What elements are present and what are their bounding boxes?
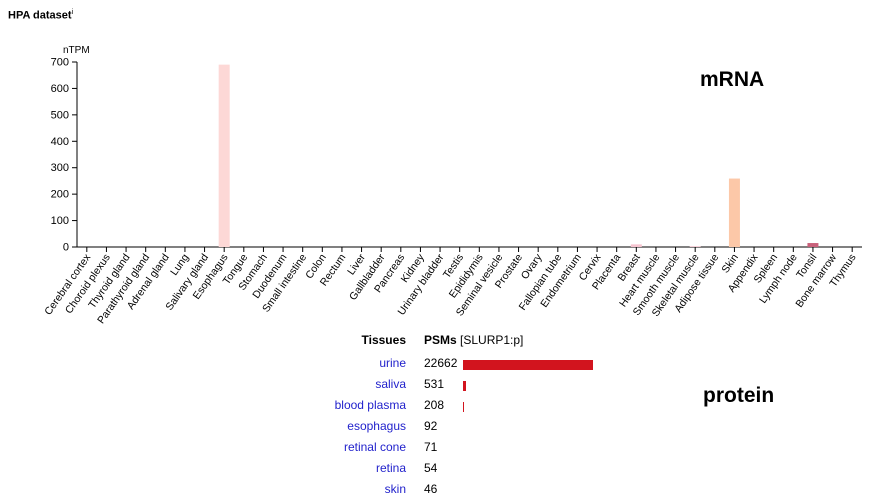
psms-column-header: PSMs [SLURP1:p] (424, 333, 523, 351)
y-tick-label: 500 (51, 109, 69, 121)
bar-tonsil (807, 243, 819, 247)
bar-skin (728, 178, 740, 247)
tissue-link[interactable]: skin (384, 482, 406, 496)
tissue-link[interactable]: retina (375, 461, 406, 475)
psm-count: 71 (424, 440, 438, 454)
protein-row: retinal cone 71 (300, 440, 640, 458)
psm-bar (463, 360, 593, 370)
psm-bar (463, 402, 465, 412)
psms-header-unit: [SLURP1:p] (460, 333, 524, 347)
y-tick-label: 0 (63, 242, 69, 254)
tissue-link[interactable]: saliva (375, 377, 406, 391)
psm-count: 208 (424, 398, 445, 412)
bar-skeletal-muscle (689, 246, 701, 247)
dataset-title: HPA dataseti (8, 9, 73, 22)
y-tick-label: 300 (51, 162, 69, 174)
y-tick-label: 100 (51, 215, 69, 227)
y-tick-label: 400 (51, 136, 69, 148)
psm-count: 531 (424, 377, 445, 391)
y-tick-label: 600 (51, 83, 69, 95)
protein-row: retina 54 (300, 461, 640, 479)
info-icon[interactable]: i (71, 9, 74, 16)
bar-esophagus (218, 64, 230, 248)
tissue-link[interactable]: esophagus (347, 419, 406, 433)
protein-label: protein (703, 384, 775, 407)
y-tick-label: 200 (51, 189, 69, 201)
tissue-link[interactable]: blood plasma (334, 398, 406, 412)
y-tick-label: 700 (51, 57, 69, 69)
mrna-label: mRNA (700, 68, 765, 91)
protein-row: urine 22662 (300, 356, 640, 374)
tissue-link[interactable]: retinal cone (343, 440, 406, 454)
protein-row: saliva 531 (300, 377, 640, 395)
tissue-link[interactable]: urine (379, 356, 406, 370)
tissues-column-header: Tissues (361, 333, 406, 347)
psm-bar (463, 381, 467, 391)
protein-row: skin 46 (300, 482, 640, 500)
dataset-title-text: HPA dataset (8, 9, 72, 22)
protein-row: blood plasma 208 (300, 398, 640, 416)
psm-count: 92 (424, 419, 438, 433)
protein-row: esophagus 92 (300, 419, 640, 437)
psm-count: 22662 (424, 356, 458, 370)
psm-count: 46 (424, 482, 438, 496)
y-axis-label: nTPM (63, 45, 90, 56)
bar-breast (630, 244, 642, 247)
psm-count: 54 (424, 461, 438, 475)
psms-header-label: PSMs (424, 333, 457, 347)
